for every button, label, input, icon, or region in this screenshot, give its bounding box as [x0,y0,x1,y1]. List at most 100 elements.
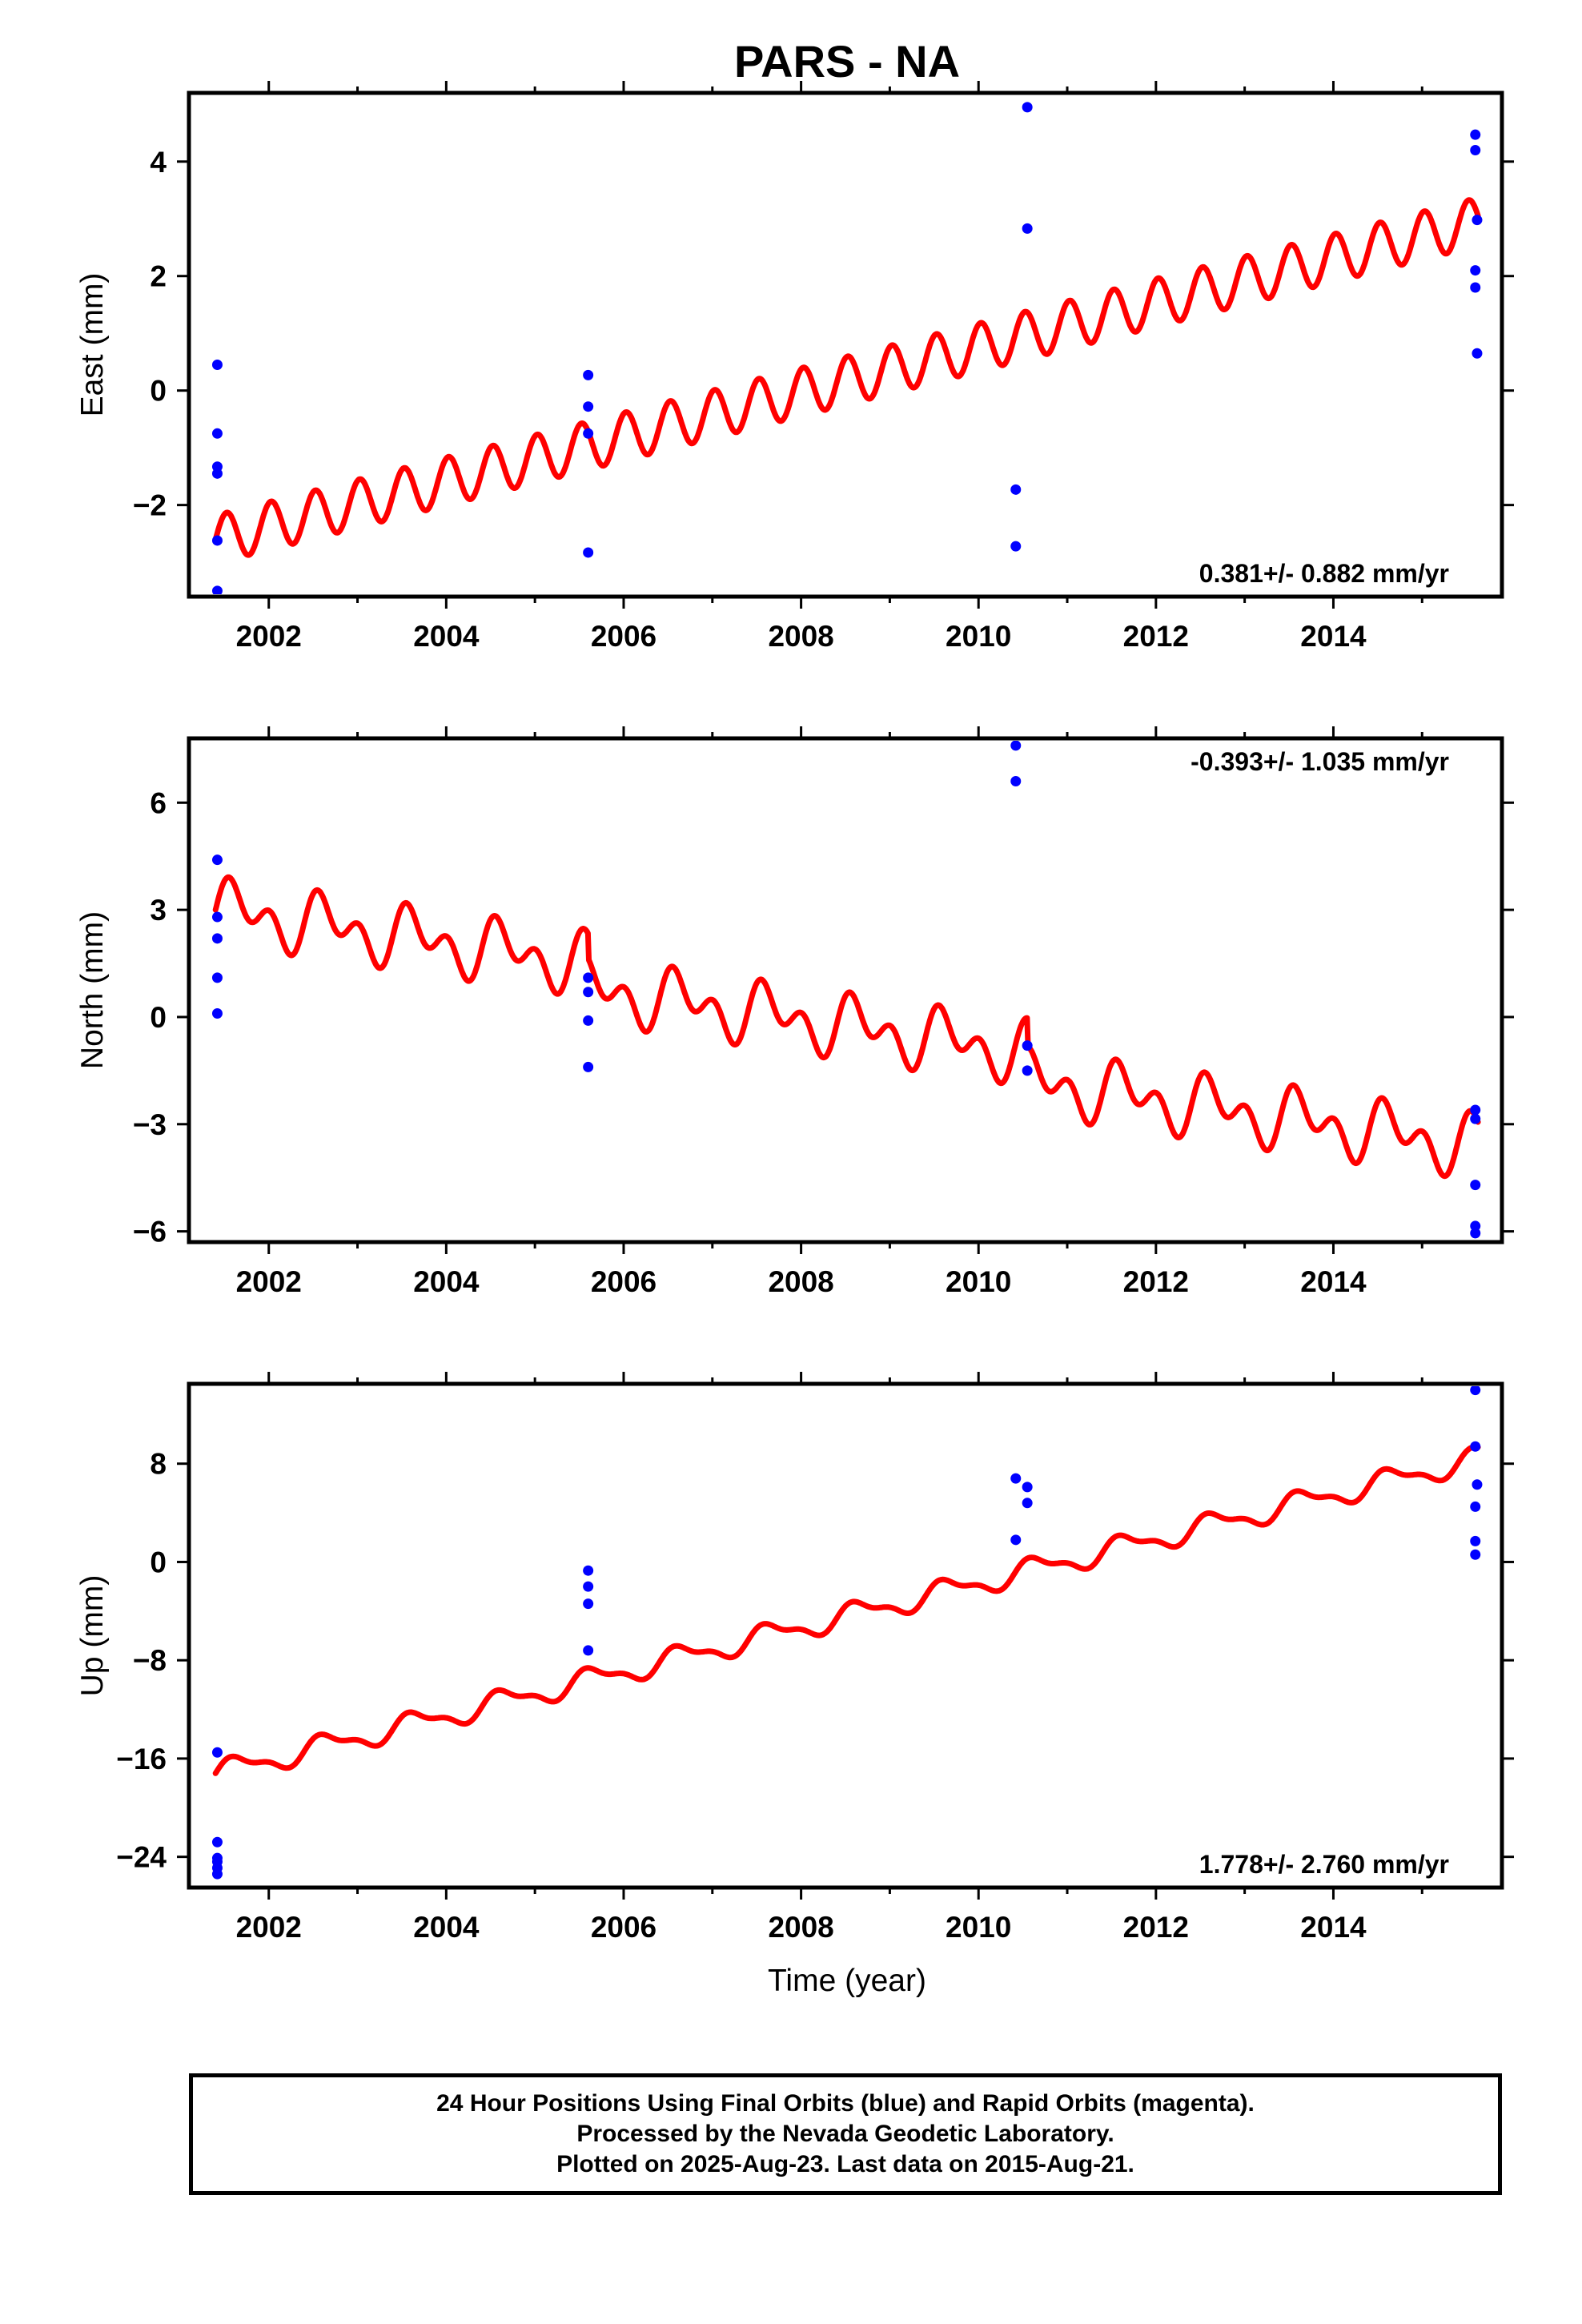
chart-title: PARS - NA [734,36,960,86]
x-tick-label: 2002 [236,1911,302,1944]
x-tick-label: 2008 [768,1265,833,1298]
up-rate-label: 1.778+/- 2.760 mm/yr [1199,1850,1449,1879]
y-tick-label: −24 [116,1841,167,1874]
north-data-point [211,911,223,923]
east-data-point [211,428,223,439]
up-data-point [1010,1534,1022,1546]
east-data-point [1472,348,1483,359]
north-data-point [211,854,223,866]
east-data-point [1472,215,1483,226]
up-data-point [1470,1549,1481,1560]
x-tick-label: 2014 [1300,1911,1367,1944]
x-tick-label: 2008 [768,1911,833,1944]
east-data-point [1470,144,1481,155]
north-rate-label: -0.393+/- 1.035 mm/yr [1191,747,1449,776]
east-y-axis-label: East (mm) [75,273,110,417]
east-data-point [1470,129,1481,140]
north-data-point [1010,776,1022,787]
east-data-point [583,401,594,412]
north-data-point [1022,1040,1033,1051]
up-y-axis-label: Up (mm) [75,1575,110,1697]
footer-line-1: 24 Hour Positions Using Final Orbits (bl… [436,2090,1255,2117]
up-data-point [1470,1535,1481,1546]
y-tick-label: −8 [133,1644,167,1677]
footer-line-2: Processed by the Nevada Geodetic Laborat… [576,2121,1114,2147]
east-data-point [583,547,594,558]
up-data-point [1470,1386,1481,1396]
y-tick-label: 0 [150,1001,167,1034]
y-tick-label: 0 [150,375,167,408]
north-data-point [583,972,594,983]
up-data-point [1470,1441,1481,1452]
y-tick-label: 3 [150,894,167,927]
east-data-point [211,585,223,594]
north-data-point [211,933,223,944]
y-tick-label: 6 [150,786,167,819]
up-data-point [583,1598,594,1610]
x-tick-label: 2002 [236,1265,302,1298]
up-data-point [1010,1473,1022,1484]
x-tick-label: 2004 [413,620,480,653]
east-rate-label: 0.381+/- 0.882 mm/yr [1199,559,1449,588]
east-panel: 2002 2004 2006 2008 2010 2012 2014 −2 0 2 4 East (m… [75,81,1514,653]
east-data-point [1022,102,1033,113]
up-data-point [211,1868,223,1880]
east-model-curve [212,197,1481,558]
x-tick-label: 2008 [768,620,833,653]
north-data-point [211,1007,223,1019]
north-data-point [583,1061,594,1072]
north-data-point [1470,1113,1481,1124]
up-plot-frame [187,1381,1504,1890]
up-model-curve [212,1444,1481,1776]
up-data-point [211,1836,223,1848]
east-data-point [211,468,223,479]
north-panel: 2002 2004 2006 2008 2010 2012 2014 −6 −3 0 3 6 North… [75,726,1514,1298]
up-data-point [583,1565,594,1576]
y-tick-label: −6 [133,1216,167,1248]
up-data-point [211,1747,223,1758]
x-tick-label: 2012 [1123,620,1189,653]
up-data-point [583,1645,594,1656]
up-data-point [583,1581,594,1592]
y-tick-label: 4 [150,146,167,179]
north-model-curve [212,874,1481,1180]
north-data-point [1010,741,1022,751]
x-tick-label: 2004 [413,1911,480,1944]
north-plot-frame [187,736,1504,1244]
east-data-point [211,535,223,546]
east-data-point [1470,265,1481,276]
x-tick-label: 2006 [591,1911,656,1944]
y-tick-label: 0 [150,1546,167,1578]
north-data-point [1470,1104,1481,1116]
x-axis-label: Time (year) [768,1964,926,1998]
up-data-point [1472,1479,1483,1490]
x-tick-label: 2010 [946,620,1011,653]
y-tick-label: −16 [116,1743,167,1775]
panels: 2002 2004 2006 2008 2010 2012 2014 −2 0 2 4 East (m… [75,81,1514,1944]
footer-box: 24 Hour Positions Using Final Orbits (bl… [189,2073,1502,2195]
north-y-axis-label: North (mm) [75,911,110,1069]
x-tick-label: 2002 [236,620,302,653]
north-data-point [1470,1228,1481,1239]
north-data-point [1470,1220,1481,1232]
east-data-point [1470,282,1481,293]
east-data-point [1010,541,1022,552]
x-tick-label: 2010 [946,1265,1011,1298]
north-data-point [583,1015,594,1026]
x-tick-label: 2004 [413,1265,480,1298]
north-data-point [211,972,223,983]
y-tick-label: −2 [133,489,167,522]
up-panel: 2002 2004 2006 2008 2010 2012 2014 −24 −16 −8 0 8 Up… [75,1372,1514,1944]
north-data-point [583,987,594,998]
x-tick-label: 2012 [1123,1911,1189,1944]
x-tick-label: 2014 [1300,620,1367,653]
up-data-point [1022,1498,1033,1509]
y-tick-label: 2 [150,260,167,293]
north-data-point [1470,1180,1481,1191]
up-data-point [1022,1482,1033,1493]
east-data-point [1022,223,1033,234]
y-tick-label: −3 [133,1108,167,1141]
footer-line-3: Plotted on 2025-Aug-23. Last data on 201… [556,2151,1134,2177]
x-tick-label: 2006 [591,620,656,653]
